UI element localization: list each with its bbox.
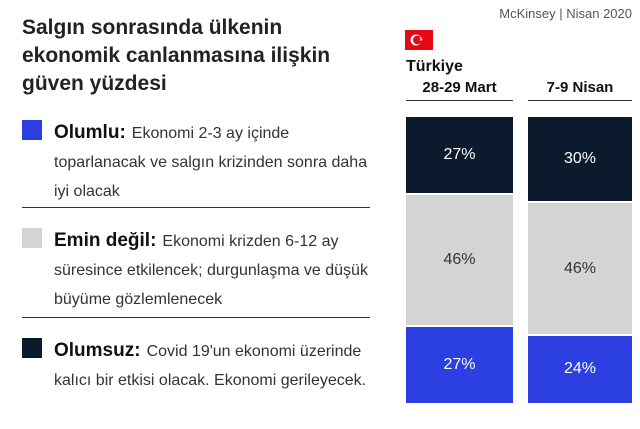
bar-segment: 27% — [406, 327, 513, 403]
data-label: 46% — [563, 259, 597, 277]
bar-segment: 24% — [528, 335, 632, 403]
legend-name: Emin değil: — [54, 230, 157, 251]
legend-swatch — [22, 228, 42, 248]
flag — [405, 30, 433, 50]
chart-title: Salgın sonrasında ülkenin ekonomik canla… — [22, 16, 331, 95]
legend-text: Olumsuz: Covid 19'un ekonomi üzerinde kal… — [54, 336, 370, 395]
legend-description: Covid 19'un ekonomi üzerinde kalıcı bir … — [54, 343, 367, 389]
legend-text: Emin değil: Ekonomi krizden 6-12 ay süres… — [54, 226, 370, 314]
legend-item: Olumsuz: Covid 19'un ekonomi üzerinde kal… — [22, 336, 370, 395]
data-label: 24% — [563, 360, 597, 378]
bar-segment: 46% — [528, 203, 632, 334]
legend-item: Olumlu: Ekonomi 2-3 ay içinde toparlanaca… — [22, 118, 370, 206]
legend-item: Emin değil: Ekonomi krizden 6-12 ay süres… — [22, 226, 370, 314]
data-label: 30% — [563, 150, 597, 168]
category-underline — [528, 100, 632, 101]
x-tick-label: 28-29 Mart — [422, 79, 497, 96]
legend-name: Olumlu: — [54, 122, 126, 143]
data-label: 27% — [443, 145, 476, 163]
legend-text: Olumlu: Ekonomi 2-3 ay içinde toparlanaca… — [54, 118, 370, 206]
data-label: 27% — [443, 356, 476, 374]
separator — [22, 317, 370, 318]
legend-description: Ekonomi 2-3 ay içinde toparlanacak ve sa… — [54, 125, 368, 200]
separator — [22, 207, 370, 208]
legend-swatch — [22, 120, 42, 140]
x-tick-label: 7-9 Nisan — [546, 79, 614, 96]
country: Türkiye — [406, 58, 463, 75]
bar-segment: 46% — [406, 194, 513, 326]
bar-segment: 27% — [406, 117, 513, 193]
data-label: 46% — [443, 250, 476, 268]
category-underline — [406, 100, 513, 101]
source: McKinsey | Nisan 2020 — [499, 6, 632, 21]
legend-name: Olumsuz: — [54, 340, 141, 361]
legend-swatch — [22, 338, 42, 358]
bar-segment: 30% — [528, 117, 632, 202]
legend-description: Ekonomi krizden 6-12 ay süresince etkile… — [54, 233, 368, 308]
